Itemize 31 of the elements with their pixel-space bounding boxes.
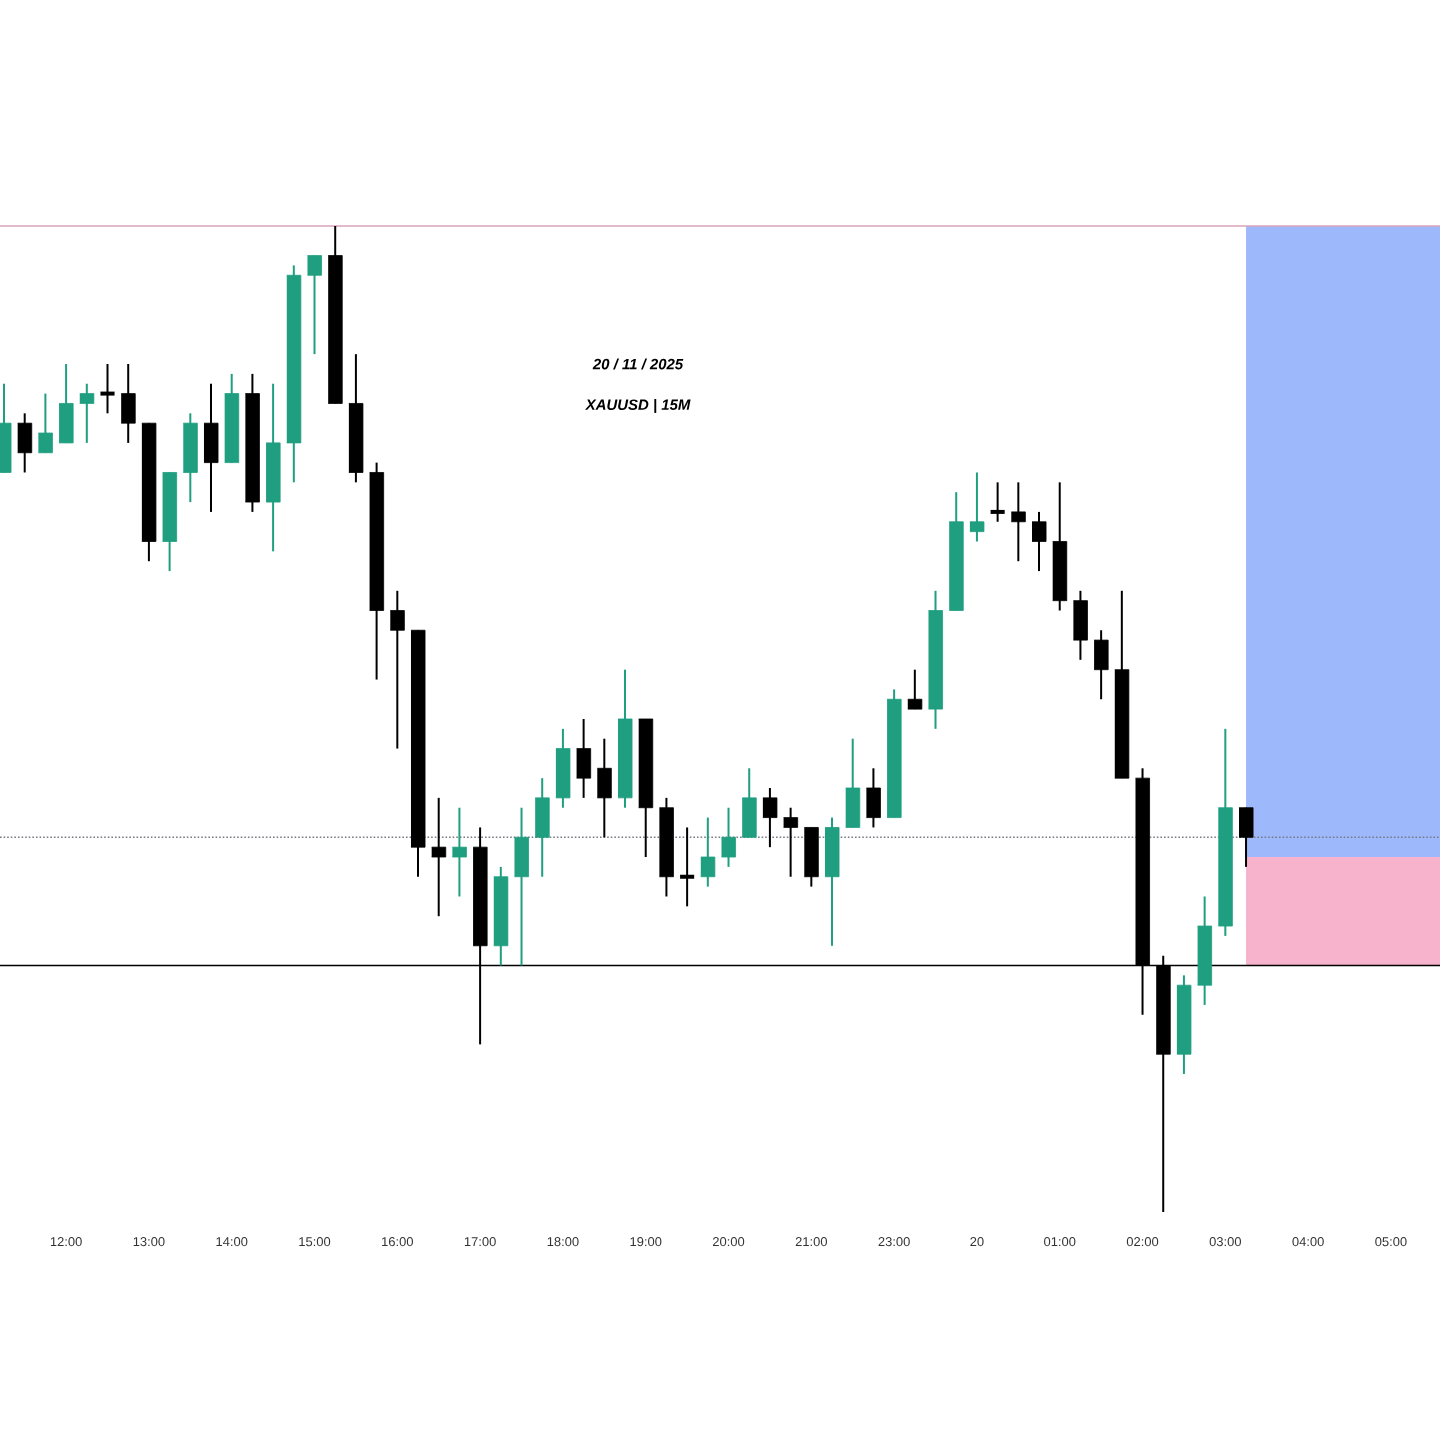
- candlestick: [307, 254, 322, 356]
- candlestick: [1238, 806, 1254, 868]
- candlestick: [762, 787, 778, 849]
- candlestick: [678, 826, 697, 908]
- candlestick: [700, 816, 716, 888]
- candlestick: [1010, 481, 1026, 563]
- candlestick: [1031, 510, 1047, 573]
- candlestick: [37, 392, 53, 454]
- candlestick: [389, 589, 405, 750]
- candlestick: [845, 737, 861, 829]
- candlestick: [79, 382, 95, 444]
- candlestick: [203, 382, 219, 513]
- candlestick: [741, 767, 757, 839]
- candlestick: [576, 717, 592, 799]
- candlestick: [98, 363, 117, 415]
- candlestick: [514, 806, 529, 967]
- candlestick: [17, 412, 33, 474]
- candlestick: [431, 796, 447, 918]
- candlestick: [1093, 629, 1109, 701]
- candlestick: [1072, 589, 1088, 661]
- candlestick: [58, 363, 74, 444]
- candlestick: [721, 806, 736, 868]
- candlestick: [969, 471, 985, 543]
- candlestick: [596, 737, 612, 839]
- candlestick: [907, 668, 923, 711]
- candlestick: [451, 806, 467, 898]
- candlestick: [783, 806, 799, 878]
- candlestick: [988, 481, 1007, 523]
- candlestick: [534, 777, 550, 878]
- candlestick: [865, 767, 881, 829]
- candlestick: [120, 363, 136, 444]
